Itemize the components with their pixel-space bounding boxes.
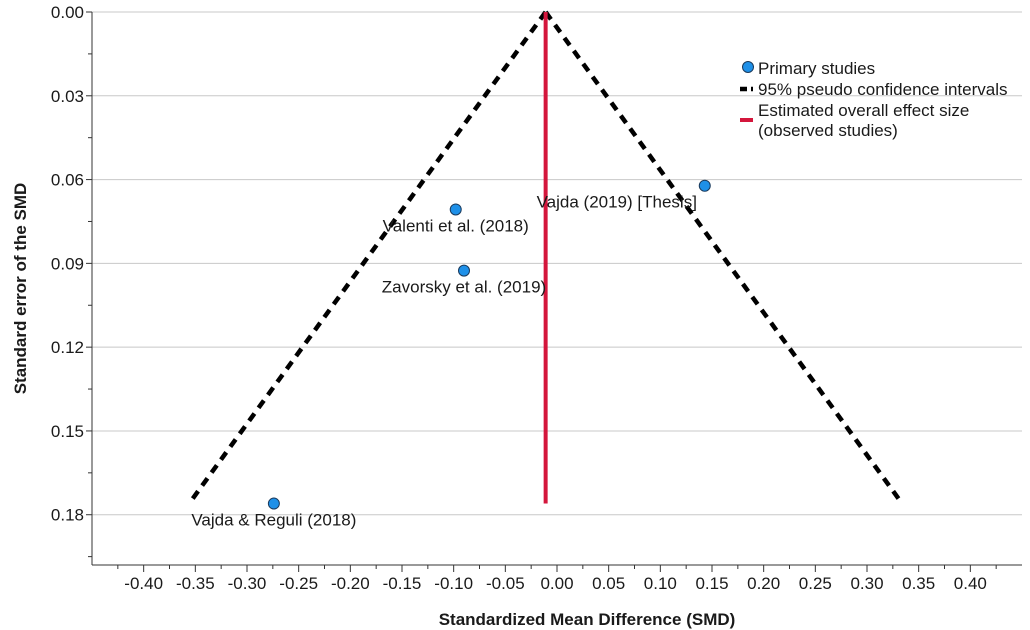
legend-label-effect-line-2: (observed studies)	[758, 121, 898, 140]
y-tick-label: 0.06	[51, 171, 84, 190]
study-label: Valenti et al. (2018)	[383, 216, 529, 235]
x-tick-label: 0.40	[954, 574, 987, 593]
y-tick-label: 0.00	[51, 3, 84, 22]
x-tick-label: -0.25	[279, 574, 318, 593]
x-tick-label: -0.40	[124, 574, 163, 593]
study-point	[449, 203, 462, 216]
legend: Primary studies 95% pseudo confidence int…	[740, 59, 1008, 140]
study-labels: Vajda (2019) [Thesis] Valenti et al. (201…	[191, 193, 697, 530]
y-tick-label: 0.18	[51, 506, 84, 525]
x-tick-label: -0.05	[486, 574, 525, 593]
y-tick-label: 0.12	[51, 338, 84, 357]
study-point	[458, 264, 470, 277]
x-tick-label: -0.10	[434, 574, 473, 593]
x-tick-label: 0.05	[592, 574, 625, 593]
study-point	[698, 179, 711, 192]
legend-point-symbol	[742, 61, 754, 73]
x-tick-label: -0.15	[383, 574, 422, 593]
ci-left-line	[187, 10, 548, 505]
y-tick-label: 0.03	[51, 87, 84, 106]
grid-layer	[92, 11, 1022, 516]
ci-right-line	[543, 10, 904, 505]
axes: 0.00 0.03 0.06 0.09 0.12 0.15 0.18 -0.40 -0.35 -0…	[51, 3, 1022, 593]
study-label: Vajda (2019) [Thesis]	[537, 193, 697, 212]
y-axis-title: Standard error of the SMD	[11, 183, 30, 395]
y-tick-label: 0.09	[51, 254, 84, 273]
x-tick-label: 0.30	[850, 574, 883, 593]
study-point	[267, 497, 280, 510]
x-tick-label: -0.20	[331, 574, 370, 593]
x-tick-label: 0.15	[695, 574, 728, 593]
x-tick-label: -0.35	[176, 574, 215, 593]
x-tick-label: -0.30	[228, 574, 267, 593]
x-tick-label: 0.20	[747, 574, 780, 593]
x-axis-title: Standardized Mean Difference (SMD)	[439, 610, 736, 629]
study-label: Vajda & Reguli (2018)	[191, 511, 356, 530]
legend-label-effect-line-1: Estimated overall effect size	[758, 101, 969, 120]
study-points	[267, 179, 711, 510]
study-label: Zavorsky et al. (2019)	[382, 278, 546, 297]
x-tick-label: 0.00	[540, 574, 573, 593]
legend-label-pseudo-ci: 95% pseudo confidence intervals	[758, 80, 1008, 99]
y-tick-label: 0.15	[51, 422, 84, 441]
x-tick-label: 0.35	[902, 574, 935, 593]
x-tick-label: 0.10	[644, 574, 677, 593]
pseudo-confidence-intervals	[187, 10, 904, 505]
legend-label-primary-studies: Primary studies	[758, 59, 875, 78]
x-tick-label: 0.25	[799, 574, 832, 593]
